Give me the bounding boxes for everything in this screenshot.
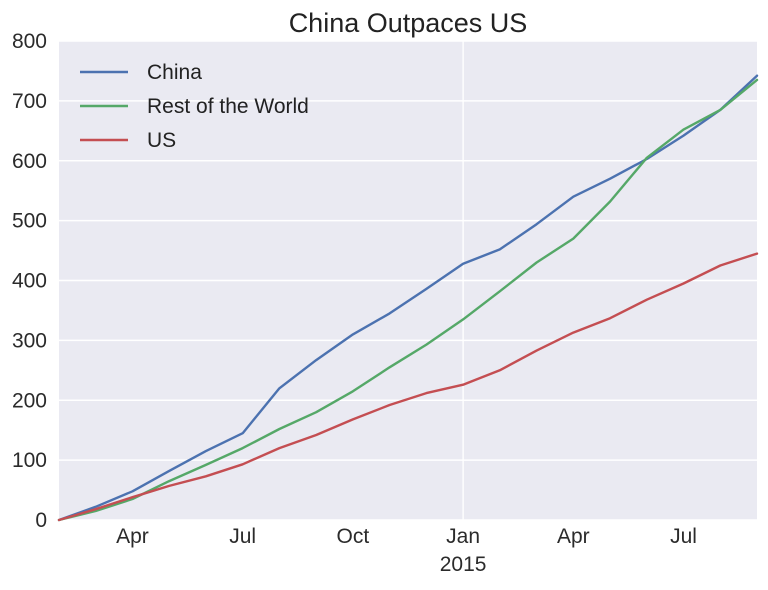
series-line-china	[57, 74, 759, 522]
series-line-rest-of-the-world	[57, 78, 759, 522]
legend-label: US	[147, 129, 176, 152]
y-tick-label: 400	[12, 270, 47, 293]
y-axis: 0 100 200 300 400 500 600 700 800	[12, 30, 47, 532]
series-line-us	[57, 252, 759, 522]
y-tick-label: 600	[12, 150, 47, 173]
x-tick-label: Apr	[557, 525, 590, 548]
y-tick-label: 300	[12, 329, 47, 352]
x-tick-label: Jul	[670, 525, 697, 548]
chart-title: China Outpaces US	[289, 8, 528, 38]
legend-label: China	[147, 61, 202, 84]
x-tick-label: Oct	[337, 525, 370, 548]
y-tick-label: 800	[12, 30, 47, 53]
x-tick-label: Jul	[229, 525, 256, 548]
x-tick-label: Apr	[116, 525, 149, 548]
legend-label: Rest of the World	[147, 95, 309, 118]
x-tick-sublabel: 2015	[440, 553, 487, 576]
y-tick-label: 500	[12, 210, 47, 233]
y-tick-label: 100	[12, 449, 47, 472]
y-tick-label: 700	[12, 90, 47, 113]
x-axis: Apr Jul Oct Jan 2015 Apr Jul	[116, 525, 697, 576]
x-tick-label: Jan	[446, 525, 480, 548]
legend: China Rest of the World US	[80, 61, 309, 152]
series-layer	[57, 74, 759, 522]
y-tick-label: 0	[35, 509, 47, 532]
y-tick-label: 200	[12, 389, 47, 412]
